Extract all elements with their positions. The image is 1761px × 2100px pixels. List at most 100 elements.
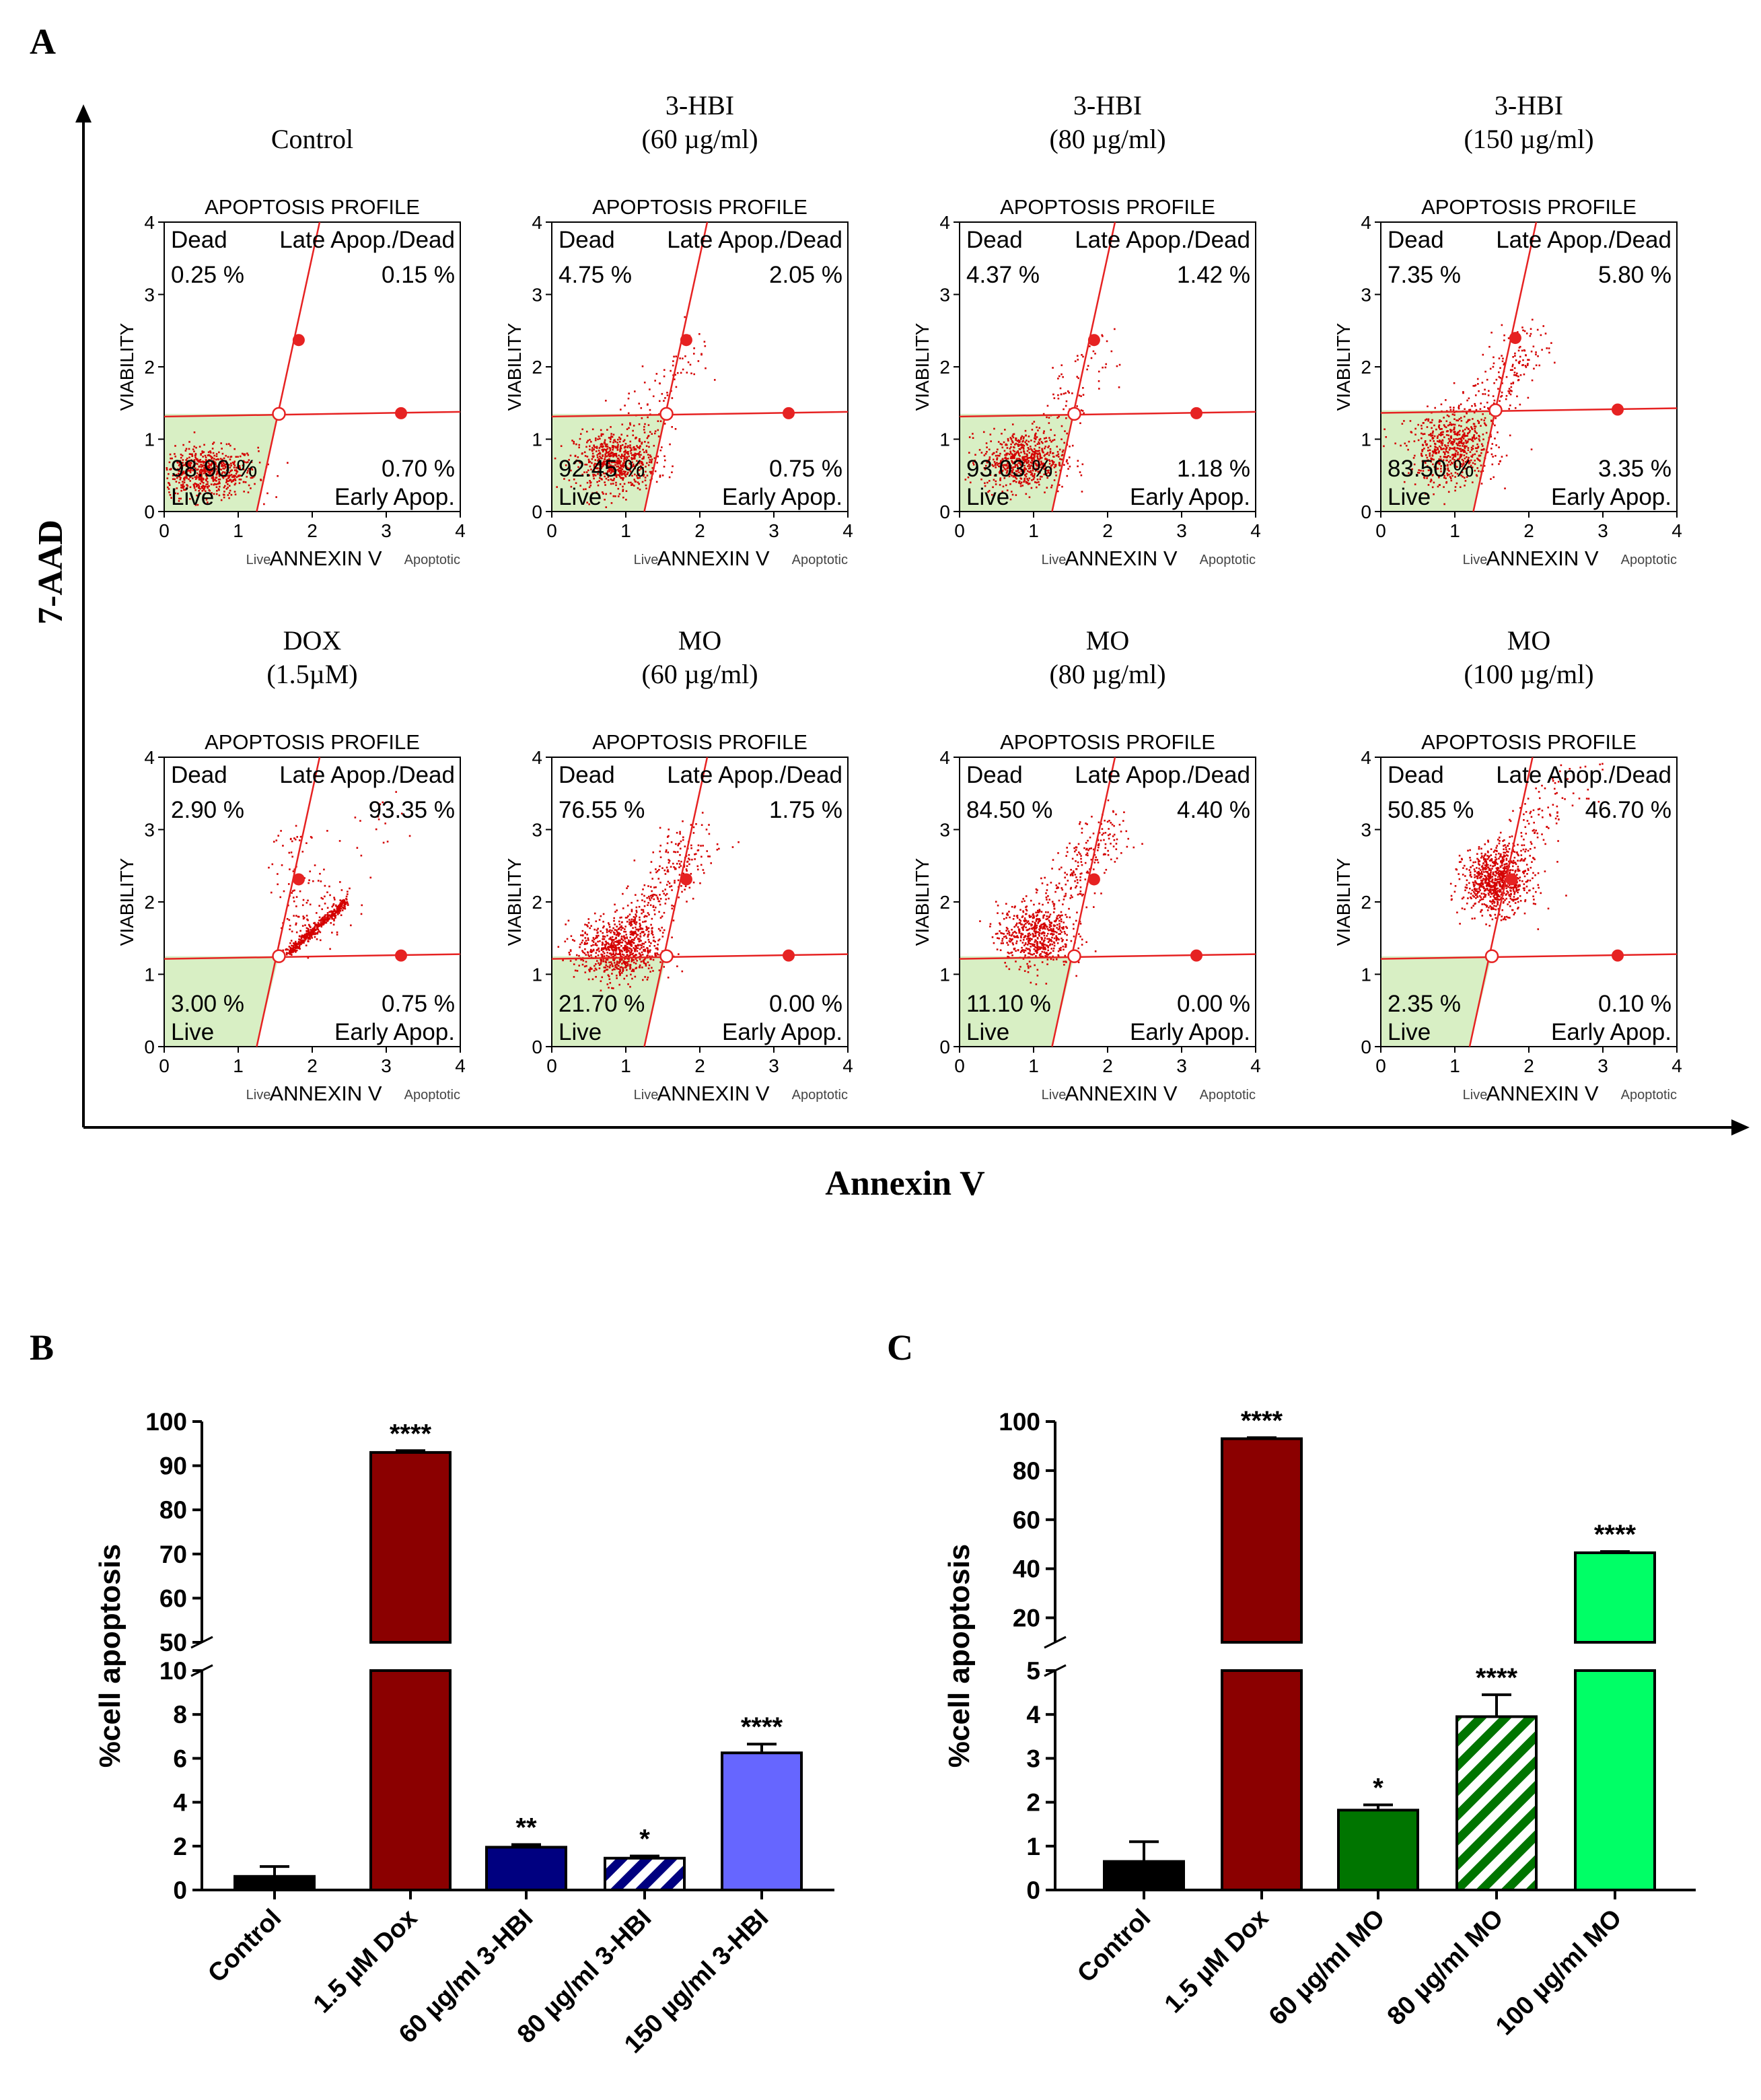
event-dot (215, 465, 218, 467)
event-dot (652, 395, 655, 398)
event-dot (268, 866, 270, 869)
event-dot (1439, 468, 1442, 470)
event-dot (384, 823, 386, 825)
event-dot (1043, 438, 1046, 440)
event-dot (1001, 932, 1003, 935)
event-dot (620, 467, 622, 470)
event-dot (571, 939, 574, 941)
event-dot (1427, 450, 1429, 452)
event-dot (291, 951, 293, 954)
event-dot (620, 469, 622, 472)
event-dot (1458, 407, 1460, 409)
event-dot (1471, 466, 1474, 468)
event-dot (1501, 382, 1503, 384)
quadrant-early-label: Early Apop. (722, 484, 842, 510)
event-dot (1414, 427, 1416, 430)
event-dot (666, 870, 669, 873)
event-dot (643, 425, 645, 428)
event-dot (631, 918, 633, 921)
event-dot (643, 959, 645, 961)
event-dot (1457, 433, 1459, 435)
event-dot (1507, 390, 1509, 392)
event-dot (974, 459, 976, 462)
event-dot (1003, 450, 1006, 452)
plot-condition-name: 3-HBI (1073, 90, 1142, 120)
event-dot (1003, 933, 1005, 935)
event-dot (336, 934, 338, 936)
event-dot (1053, 903, 1056, 905)
event-dot (1030, 470, 1032, 472)
event-dot (653, 894, 656, 896)
event-dot (643, 429, 645, 431)
horizontal-gate-line (551, 953, 849, 960)
event-dot (1034, 470, 1037, 472)
event-dot (191, 453, 193, 456)
event-dot (289, 950, 291, 952)
event-dot (321, 923, 323, 926)
event-dot (1491, 463, 1494, 466)
event-dot (649, 958, 651, 960)
event-dot (1026, 444, 1028, 446)
event-dot (615, 481, 617, 484)
event-dot (294, 940, 297, 943)
event-dot (633, 485, 635, 487)
event-dot (602, 443, 604, 446)
event-dot (604, 936, 606, 938)
event-dot (643, 456, 645, 458)
event-dot (1063, 926, 1065, 928)
event-dot (221, 464, 223, 466)
event-dot (182, 473, 184, 475)
event-dot (1473, 436, 1475, 439)
event-dot (312, 928, 314, 930)
event-dot (1066, 459, 1068, 461)
event-dot (983, 454, 986, 456)
event-dot (1436, 437, 1439, 440)
event-dot (1430, 479, 1433, 482)
event-dot (319, 931, 322, 934)
event-dot (618, 958, 621, 961)
event-dot (713, 379, 716, 381)
event-dot (1473, 434, 1476, 436)
event-dot (198, 460, 200, 463)
event-dot (180, 484, 182, 486)
event-dot (591, 428, 594, 431)
event-dot (1501, 360, 1504, 363)
event-dot (640, 940, 642, 942)
event-dot (186, 477, 188, 479)
event-dot (645, 965, 647, 967)
event-dot (299, 930, 301, 932)
event-dot (584, 932, 586, 934)
event-dot (577, 466, 579, 468)
event-dot (1046, 405, 1049, 407)
event-dot (195, 483, 198, 485)
event-dot (600, 465, 602, 467)
event-dot (238, 464, 241, 467)
event-dot (300, 939, 302, 942)
event-dot (573, 478, 575, 481)
event-dot (598, 467, 601, 470)
event-dot (183, 485, 185, 488)
event-dot (1449, 477, 1452, 479)
event-dot (1482, 448, 1485, 451)
event-dot (1457, 453, 1459, 456)
event-dot (595, 969, 598, 971)
event-dot (634, 954, 637, 956)
event-dot (625, 499, 627, 501)
event-dot (178, 463, 181, 466)
event-dot (1038, 481, 1040, 483)
event-dot (570, 485, 573, 488)
event-dot (1494, 438, 1496, 440)
event-dot (581, 939, 584, 942)
event-dot (569, 950, 572, 952)
event-dot (1423, 422, 1425, 424)
event-dot (1443, 469, 1446, 472)
event-dot (1507, 337, 1510, 339)
event-dot (1463, 442, 1465, 444)
event-dot (607, 948, 610, 950)
event-dot (1039, 478, 1042, 481)
plot-condition-name: Control (271, 124, 353, 154)
event-dot (1023, 444, 1026, 447)
event-dot (1509, 404, 1511, 407)
event-dot (1020, 481, 1023, 484)
event-dot (635, 453, 638, 455)
